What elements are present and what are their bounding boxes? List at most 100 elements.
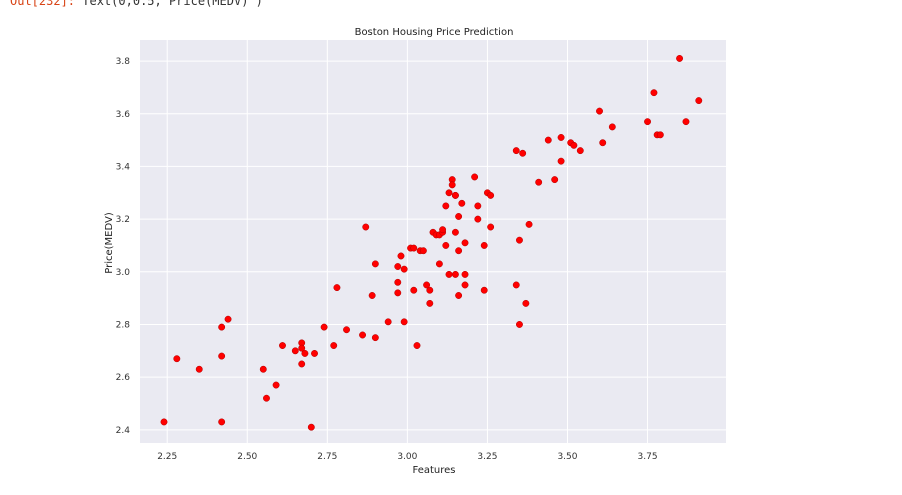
data-point	[298, 344, 306, 352]
data-point	[426, 286, 434, 294]
data-point	[442, 202, 450, 210]
data-point	[410, 244, 418, 252]
x-tick-labels: 2.25 2.50 2.75 3.00 3.25 3.50 3.75	[157, 452, 657, 462]
data-point	[263, 394, 270, 402]
data-point	[458, 199, 466, 207]
y-tick-label: 2.4	[116, 426, 131, 436]
data-point	[195, 365, 203, 373]
data-point	[519, 149, 527, 157]
output-label: Out[232]:	[10, 0, 76, 8]
data-point	[394, 263, 402, 270]
data-point	[400, 318, 408, 326]
y-tick-label: 3.4	[116, 162, 131, 172]
y-tick-label: 3.0	[116, 268, 131, 278]
y-tick-label: 3.6	[116, 110, 131, 120]
data-point	[371, 260, 379, 268]
data-point	[570, 141, 578, 149]
x-tick-label: 3.75	[638, 452, 658, 462]
data-point	[596, 107, 603, 115]
y-tick-labels: 2.4 2.6 2.8 3.0 3.2 3.4 3.6 3.8	[116, 57, 131, 436]
data-point	[218, 352, 226, 360]
data-point	[439, 226, 447, 234]
data-point	[650, 89, 658, 97]
data-point	[522, 299, 530, 307]
data-point	[330, 342, 338, 349]
data-point	[384, 318, 392, 326]
data-point	[397, 252, 405, 260]
data-point	[413, 342, 421, 349]
data-point	[307, 423, 315, 431]
data-point	[445, 189, 453, 197]
data-point	[298, 360, 306, 368]
data-point	[291, 347, 299, 355]
data-point	[487, 223, 495, 231]
data-point	[474, 215, 482, 223]
x-tick-label: 3.50	[557, 452, 577, 462]
data-point	[576, 147, 584, 155]
data-point	[461, 239, 469, 247]
data-point	[471, 173, 479, 181]
data-point	[516, 321, 523, 328]
data-point	[359, 331, 367, 339]
x-tick-label: 2.75	[317, 452, 337, 462]
data-point	[160, 418, 168, 426]
data-point	[557, 157, 565, 165]
data-point	[423, 281, 431, 289]
data-point	[599, 139, 607, 147]
data-point	[455, 292, 463, 299]
data-point	[301, 349, 309, 357]
data-point	[320, 323, 328, 331]
output-value: Text(0,0.5,'Price(MEDV)')	[82, 0, 263, 8]
data-point	[551, 176, 559, 184]
data-point	[525, 220, 533, 228]
output-prompt: Out[232]: Text(0,0.5,'Price(MEDV)')	[10, 0, 263, 8]
y-tick-label: 2.6	[116, 373, 131, 383]
data-point	[474, 202, 482, 210]
data-point	[512, 147, 520, 155]
data-point	[368, 292, 376, 299]
data-point	[535, 178, 543, 186]
data-point	[426, 299, 434, 307]
data-point	[644, 118, 651, 126]
data-point	[272, 381, 280, 389]
data-point	[682, 118, 690, 126]
data-point	[451, 270, 459, 278]
data-point	[218, 418, 226, 426]
data-point	[676, 54, 684, 62]
x-tick-label: 3.25	[477, 452, 497, 462]
y-tick-label: 3.8	[116, 57, 131, 67]
data-point	[461, 281, 469, 289]
data-point	[371, 334, 379, 342]
data-point	[394, 278, 402, 286]
data-point	[480, 242, 488, 249]
data-point	[419, 247, 427, 255]
data-point	[608, 123, 616, 131]
data-point	[480, 286, 488, 294]
data-point	[400, 265, 408, 273]
y-axis-label: Price(MEDV)	[104, 212, 115, 274]
data-point	[259, 365, 267, 373]
data-points	[160, 54, 703, 431]
data-point	[435, 260, 443, 268]
data-point	[461, 270, 469, 278]
x-tick-label: 2.50	[237, 452, 257, 462]
data-point	[410, 286, 418, 294]
y-tick-label: 3.2	[116, 215, 130, 225]
x-tick-label: 2.25	[157, 452, 177, 462]
data-point	[445, 270, 453, 278]
chart-title: Boston Housing Price Prediction	[355, 27, 514, 38]
data-point	[442, 242, 450, 249]
grid-lines	[140, 40, 726, 443]
data-point	[451, 228, 459, 236]
data-point	[343, 326, 350, 334]
data-point	[557, 134, 565, 141]
data-point	[455, 247, 463, 255]
data-point	[333, 284, 341, 292]
data-point	[487, 191, 495, 199]
data-point	[448, 181, 456, 189]
data-point	[224, 315, 232, 323]
x-axis-label: Features	[413, 465, 456, 476]
data-point	[362, 223, 370, 231]
data-point	[311, 349, 318, 357]
